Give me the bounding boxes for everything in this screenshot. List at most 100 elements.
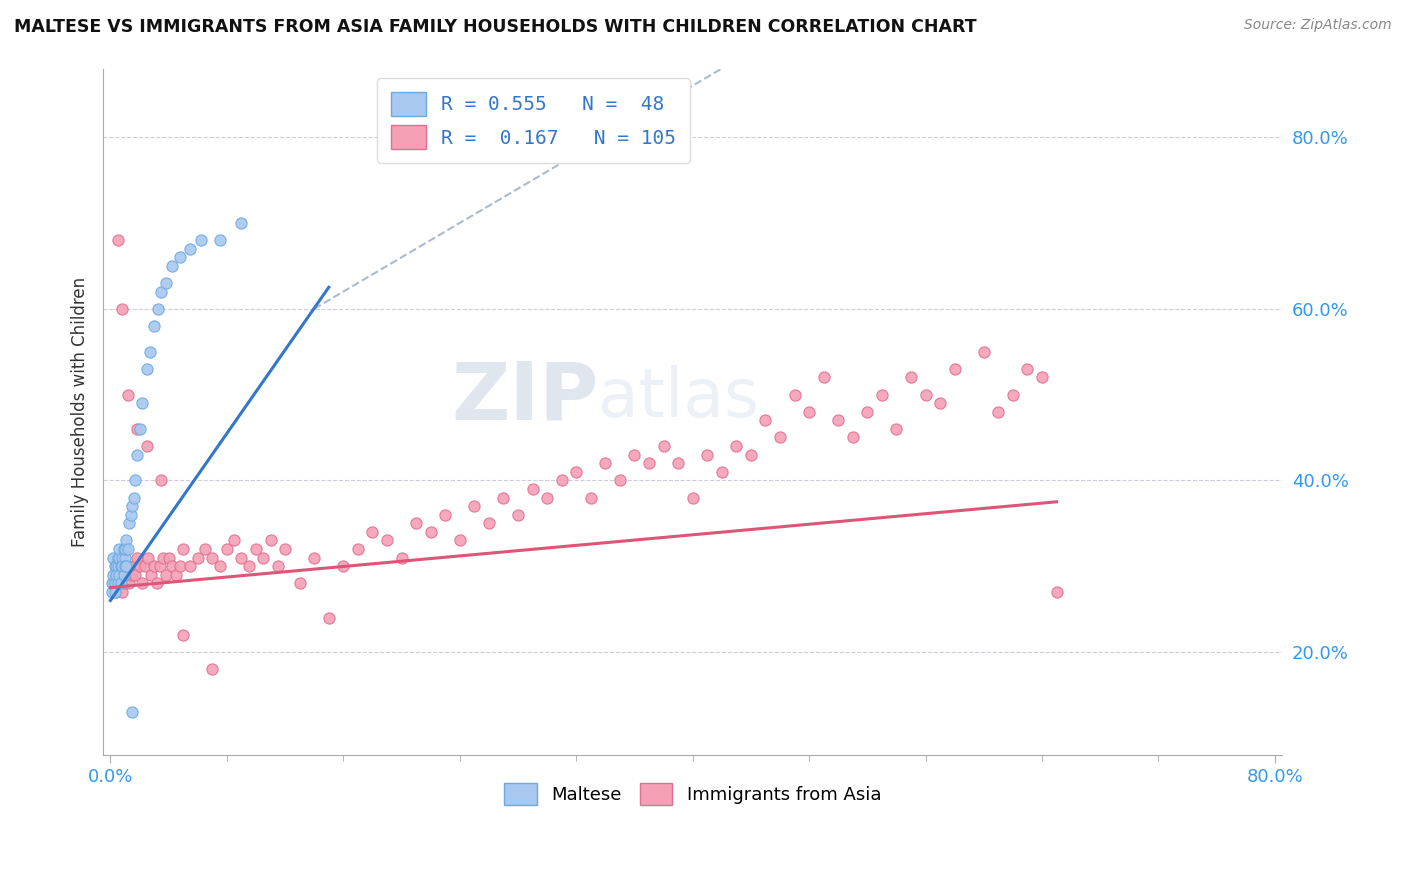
Point xyxy=(987,405,1010,419)
Point xyxy=(492,491,515,505)
Point xyxy=(114,550,136,565)
Point xyxy=(111,559,134,574)
Point xyxy=(231,550,253,565)
Point xyxy=(827,413,849,427)
Point xyxy=(138,344,160,359)
Point xyxy=(187,550,209,565)
Point xyxy=(143,318,166,333)
Point xyxy=(121,567,143,582)
Point xyxy=(391,550,413,565)
Point xyxy=(696,448,718,462)
Point xyxy=(609,474,631,488)
Point xyxy=(267,559,290,574)
Point xyxy=(682,491,704,505)
Point xyxy=(536,491,558,505)
Point xyxy=(870,387,893,401)
Point xyxy=(121,499,143,513)
Y-axis label: Family Households with Children: Family Households with Children xyxy=(72,277,89,547)
Point xyxy=(111,301,134,316)
Point xyxy=(110,576,132,591)
Point xyxy=(115,533,138,548)
Point xyxy=(110,567,132,582)
Point xyxy=(128,559,150,574)
Point xyxy=(104,559,127,574)
Point xyxy=(141,567,163,582)
Point xyxy=(179,559,201,574)
Point xyxy=(111,585,134,599)
Point xyxy=(1031,370,1053,384)
Point xyxy=(463,499,485,513)
Point xyxy=(190,233,212,247)
Point xyxy=(652,439,675,453)
Point xyxy=(101,585,124,599)
Point xyxy=(125,550,148,565)
Point xyxy=(128,422,150,436)
Point xyxy=(107,550,129,565)
Point xyxy=(115,567,138,582)
Text: Source: ZipAtlas.com: Source: ZipAtlas.com xyxy=(1244,18,1392,32)
Point xyxy=(259,533,281,548)
Point xyxy=(245,541,267,556)
Point xyxy=(135,439,157,453)
Point xyxy=(172,628,194,642)
Point xyxy=(124,474,146,488)
Point xyxy=(160,559,183,574)
Point xyxy=(155,567,177,582)
Point xyxy=(114,541,136,556)
Point xyxy=(201,662,224,676)
Point xyxy=(666,456,689,470)
Point xyxy=(125,448,148,462)
Point xyxy=(1045,585,1067,599)
Point xyxy=(101,576,124,591)
Point xyxy=(318,610,340,624)
Point xyxy=(114,576,136,591)
Point xyxy=(710,465,733,479)
Point xyxy=(550,474,572,488)
Point xyxy=(136,550,159,565)
Point xyxy=(783,387,806,401)
Point xyxy=(105,567,128,582)
Point xyxy=(131,576,153,591)
Point xyxy=(740,448,762,462)
Point xyxy=(579,491,602,505)
Text: MALTESE VS IMMIGRANTS FROM ASIA FAMILY HOUSEHOLDS WITH CHILDREN CORRELATION CHAR: MALTESE VS IMMIGRANTS FROM ASIA FAMILY H… xyxy=(14,18,977,36)
Point xyxy=(110,559,132,574)
Point xyxy=(595,456,617,470)
Point xyxy=(522,482,544,496)
Point xyxy=(288,576,311,591)
Point xyxy=(856,405,879,419)
Point xyxy=(160,259,183,273)
Point xyxy=(112,541,135,556)
Point xyxy=(150,474,173,488)
Point xyxy=(943,361,966,376)
Point xyxy=(155,276,177,290)
Point xyxy=(104,585,127,599)
Point xyxy=(179,242,201,256)
Point xyxy=(105,559,128,574)
Point xyxy=(1001,387,1024,401)
Point xyxy=(103,550,125,565)
Point xyxy=(105,585,128,599)
Point xyxy=(146,576,169,591)
Point xyxy=(238,559,260,574)
Point xyxy=(104,567,127,582)
Point xyxy=(125,422,148,436)
Point xyxy=(107,576,129,591)
Point xyxy=(419,524,441,539)
Point xyxy=(449,533,471,548)
Point xyxy=(754,413,776,427)
Point xyxy=(134,559,156,574)
Point xyxy=(973,344,995,359)
Point xyxy=(623,448,645,462)
Point xyxy=(117,541,139,556)
Point xyxy=(405,516,427,531)
Point xyxy=(112,559,135,574)
Point xyxy=(361,524,384,539)
Point xyxy=(434,508,457,522)
Point xyxy=(208,233,231,247)
Point xyxy=(929,396,952,410)
Point xyxy=(375,533,398,548)
Point xyxy=(886,422,908,436)
Point xyxy=(332,559,354,574)
Point xyxy=(103,567,125,582)
